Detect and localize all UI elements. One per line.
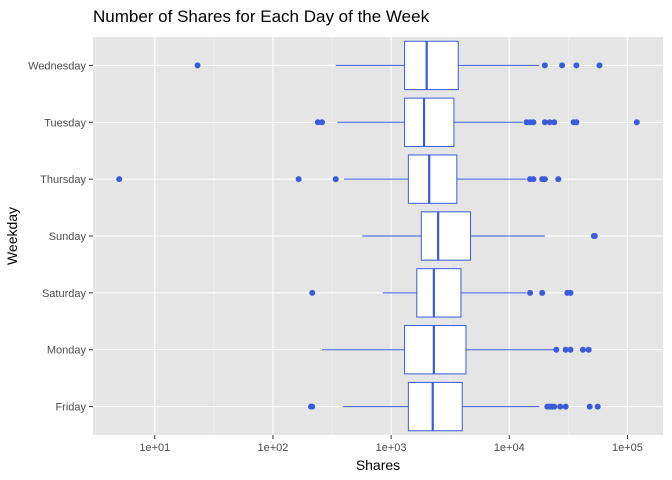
outlier-point — [579, 346, 586, 353]
x-tick-label: 1e+04 — [494, 442, 525, 454]
outlier-point — [633, 119, 640, 126]
y-tick-label: Saturday — [42, 288, 87, 300]
outlier-point — [295, 176, 302, 183]
boxplot-marks — [116, 40, 640, 432]
y-tick-label: Thursday — [40, 174, 86, 186]
outlier-point — [541, 176, 548, 183]
x-tick-label: 1e+02 — [257, 442, 288, 454]
outlier-point — [559, 62, 566, 69]
y-tick-label: Tuesday — [44, 117, 86, 129]
outlier-point — [116, 176, 123, 183]
outlier-point — [567, 346, 574, 353]
outlier-point — [573, 62, 580, 69]
x-tick-label: 1e+03 — [376, 442, 407, 454]
outlier-point — [530, 119, 537, 126]
y-tick-label: Friday — [55, 402, 86, 414]
iqr-box — [416, 268, 462, 318]
outlier-point — [551, 119, 558, 126]
outlier-point — [546, 119, 553, 126]
x-axis-title: Shares — [356, 457, 400, 473]
iqr-box — [404, 97, 455, 147]
outlier-point — [562, 346, 569, 353]
outlier-point — [541, 62, 548, 69]
outlier-point — [585, 346, 592, 353]
outlier-point — [194, 62, 201, 69]
iqr-box — [404, 325, 467, 375]
outlier-point — [551, 403, 558, 410]
outlier-point — [527, 289, 534, 296]
x-tick-label: 1e+05 — [612, 442, 643, 454]
x-axis-ticks: 1e+01 1e+02 1e+03 1e+04 1e+05 — [139, 435, 643, 454]
outlier-point — [555, 176, 562, 183]
outlier-point — [318, 119, 325, 126]
x-tick-label: 1e+01 — [139, 442, 170, 454]
y-axis-ticks: Friday Monday Saturday Sunday Thursday Tuesda… — [28, 60, 93, 414]
y-tick-label: Monday — [47, 345, 87, 357]
outlier-point — [573, 119, 580, 126]
outlier-point — [594, 403, 601, 410]
outlier-point — [314, 119, 321, 126]
y-tick-label: Sunday — [49, 231, 87, 243]
outlier-point — [562, 403, 569, 410]
iqr-box — [420, 211, 472, 261]
outlier-point — [530, 176, 537, 183]
outlier-point — [586, 403, 593, 410]
outlier-point — [309, 403, 316, 410]
outlier-point — [309, 289, 316, 296]
y-axis-title: Weekday — [4, 207, 20, 265]
outlier-point — [557, 403, 564, 410]
iqr-box — [407, 381, 463, 432]
outlier-point — [539, 289, 546, 296]
iqr-box — [407, 154, 458, 204]
outlier-point — [332, 176, 339, 183]
outlier-point — [591, 233, 598, 239]
outlier-point — [553, 346, 560, 353]
chart-title: Number of Shares for Each Day of the Wee… — [93, 7, 430, 26]
outlier-point — [541, 119, 548, 126]
iqr-box — [404, 40, 459, 91]
outlier-point — [596, 62, 603, 69]
y-tick-label: Wednesday — [28, 60, 86, 72]
outlier-point — [567, 289, 574, 296]
